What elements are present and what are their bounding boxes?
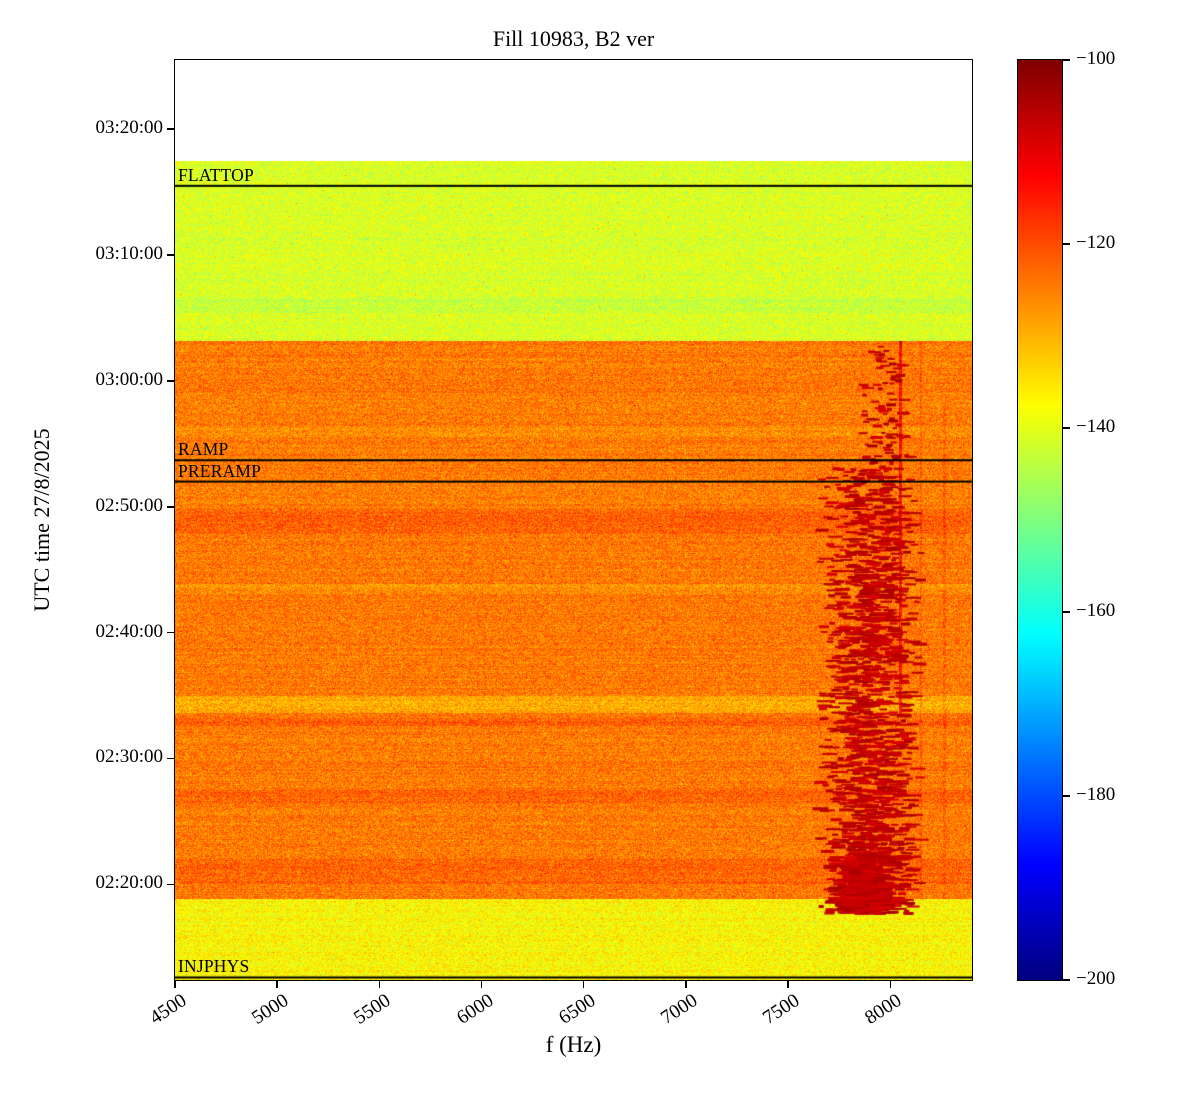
y-tick-label: 02:30:00 — [95, 746, 163, 768]
beam-mode-label-flattop: FLATTOP — [178, 164, 254, 185]
y-tick-label: 03:20:00 — [95, 117, 163, 139]
beam-mode-label-preramp: PRERAMP — [178, 460, 262, 481]
colorbar-tick — [1062, 427, 1070, 429]
y-axis-label: UTC time 27/8/2025 — [29, 428, 54, 612]
x-tick — [174, 980, 176, 988]
x-tick — [582, 980, 585, 988]
colorbar-tick — [1062, 795, 1070, 797]
x-tick — [787, 980, 789, 988]
colorbar-tick-label: −180 — [1076, 784, 1116, 805]
y-tick — [167, 506, 175, 508]
beam-mode-label-injphys: INJPHYS — [178, 956, 250, 977]
y-tick-label: 02:50:00 — [95, 494, 163, 516]
colorbar-tick-label: −100 — [1076, 48, 1116, 69]
colorbar-tick — [1062, 611, 1070, 613]
spectrogram-heatmap — [175, 60, 972, 980]
x-tick — [480, 980, 483, 988]
colorbar — [1018, 60, 1062, 980]
y-tick — [167, 631, 175, 634]
colorbar-tick-label: −120 — [1076, 232, 1116, 253]
chart-title: Fill 10983, B2 ver — [492, 26, 655, 51]
x-axis-label: f (Hz) — [545, 1032, 602, 1057]
colorbar-tick — [1062, 979, 1070, 981]
colorbar-tick — [1062, 243, 1070, 245]
y-tick-label: 02:20:00 — [95, 872, 163, 894]
y-tick — [167, 757, 175, 760]
colorbar-tick-label: −200 — [1076, 968, 1116, 989]
y-tick — [167, 254, 175, 256]
y-tick-label: 03:00:00 — [95, 368, 163, 390]
x-tick — [378, 980, 381, 988]
x-tick — [685, 980, 687, 988]
colorbar-tick — [1062, 59, 1070, 61]
beam-mode-label-ramp: RAMP — [178, 439, 229, 460]
y-tick — [167, 380, 175, 382]
colorbar-tick-label: −160 — [1076, 600, 1116, 621]
y-tick — [167, 883, 175, 886]
y-tick-label: 02:40:00 — [95, 620, 163, 642]
colorbar-tick-label: −140 — [1076, 416, 1116, 437]
x-tick — [276, 980, 278, 988]
y-tick-label: 03:10:00 — [95, 243, 163, 265]
x-tick — [889, 980, 891, 988]
y-tick — [167, 128, 175, 130]
